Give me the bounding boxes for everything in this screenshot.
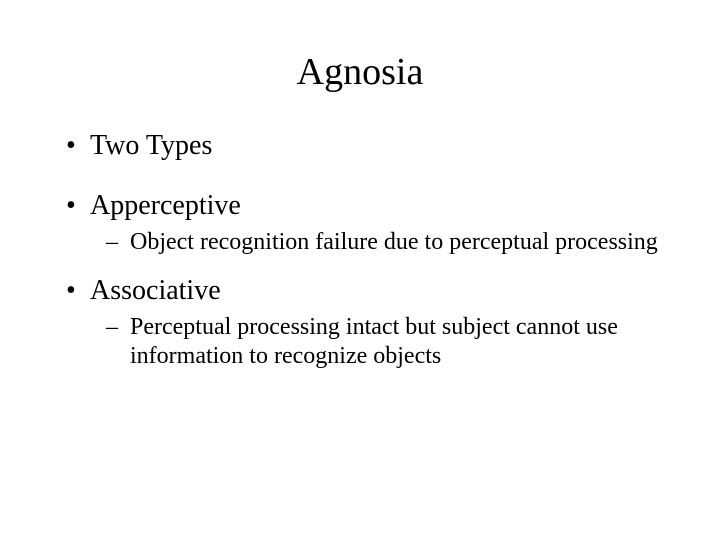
slide-title: Agnosia xyxy=(60,50,660,94)
subbullet-apperceptive-desc: Object recognition failure due to percep… xyxy=(60,228,660,257)
subbullet-associative-desc: Perceptual processing intact but subject… xyxy=(60,313,660,371)
bullet-apperceptive: Apperceptive xyxy=(60,190,660,222)
slide-container: Agnosia Two Types Apperceptive Object re… xyxy=(0,0,720,540)
bullet-associative: Associative xyxy=(60,275,660,307)
bullet-two-types: Two Types xyxy=(60,130,660,162)
